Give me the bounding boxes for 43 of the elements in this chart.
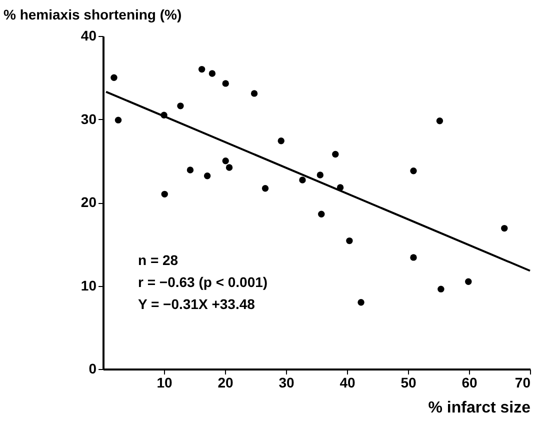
annotation: n = 28 — [138, 252, 178, 268]
point — [222, 80, 229, 87]
point — [346, 237, 353, 244]
x-tick-label: 70 — [514, 374, 531, 390]
point — [316, 172, 324, 178]
x-tick-label: 40 — [340, 374, 356, 390]
point — [501, 224, 508, 232]
point — [318, 210, 325, 218]
point — [204, 172, 211, 180]
point — [438, 286, 444, 292]
y-tick-label: 0 — [88, 360, 97, 376]
point — [262, 185, 269, 192]
point — [410, 168, 417, 174]
point — [198, 66, 206, 73]
y-tick-label: 10 — [80, 277, 97, 294]
point — [278, 138, 284, 144]
x-tick-label: 30 — [278, 374, 294, 390]
x-axis-title: % infarct size — [428, 400, 531, 416]
point — [208, 70, 216, 77]
point — [250, 90, 258, 97]
y-tick-label: 20 — [80, 194, 97, 210]
point — [299, 176, 306, 184]
x-tick-label: 10 — [156, 374, 172, 390]
point — [177, 102, 184, 110]
point — [161, 190, 168, 198]
point — [358, 299, 364, 306]
point — [332, 150, 339, 158]
point — [410, 254, 417, 261]
x-tick-label: 50 — [400, 374, 416, 390]
y-tick-label: 30 — [80, 110, 97, 127]
point — [186, 166, 194, 174]
annotation: r = −0.63 (p < 0.001) — [138, 274, 268, 290]
point — [114, 116, 122, 124]
x-tick-label: 20 — [218, 374, 234, 390]
x-tick-label: 60 — [462, 374, 478, 390]
y-tick-label: 40 — [80, 28, 97, 44]
annotation: Y = −0.31X +33.48 — [138, 296, 256, 312]
point — [110, 74, 118, 81]
y-axis-title: % hemiaxis shortening (%) — [4, 6, 182, 22]
point — [222, 158, 229, 164]
point — [436, 118, 444, 124]
point — [465, 278, 472, 285]
point — [226, 164, 233, 171]
